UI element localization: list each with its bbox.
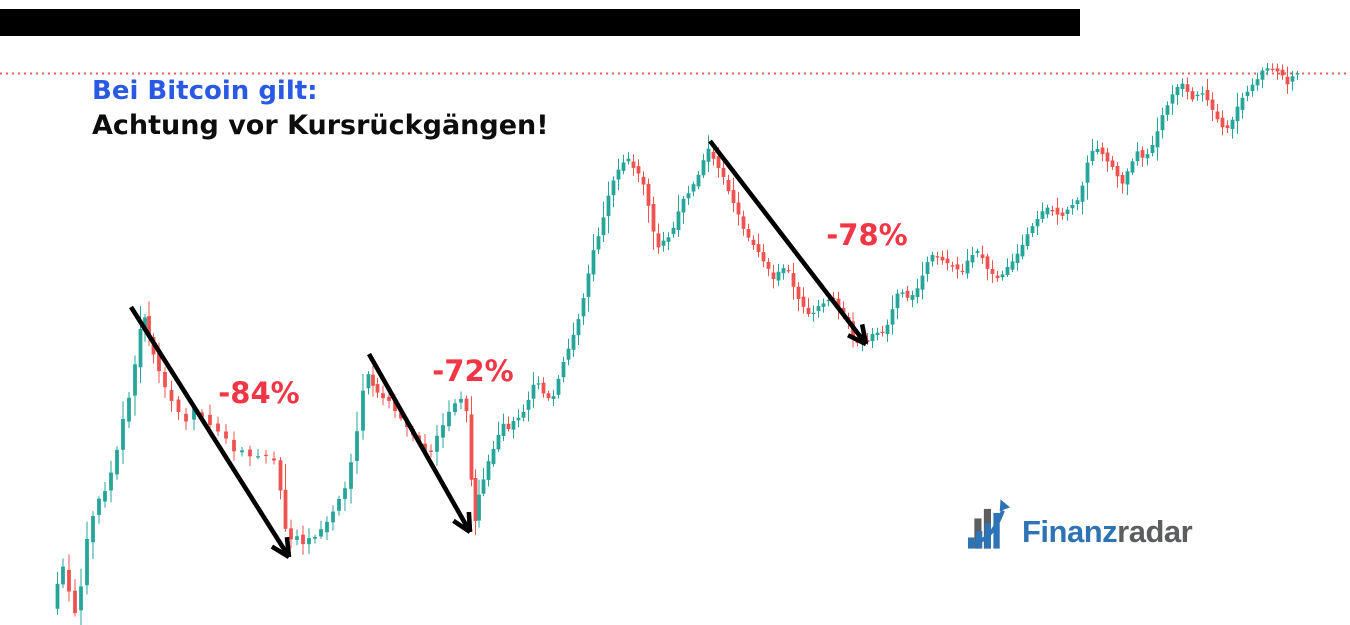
drawdown-arrowhead xyxy=(466,511,473,533)
drawdown-percentage-label: -84% xyxy=(218,376,300,410)
drawdown-arrowhead xyxy=(284,536,292,558)
drawdown-arrow xyxy=(708,139,868,346)
drawdown-percentage-label: -78% xyxy=(826,218,908,252)
title-block: Bei Bitcoin gilt: Achtung vor Kursrückgä… xyxy=(92,76,549,143)
chart-title-highlight: Bei Bitcoin gilt: xyxy=(92,76,318,106)
top-black-bar xyxy=(0,9,1080,36)
drawdown-arrow xyxy=(366,352,473,534)
finanzradar-logo: Finanzradar xyxy=(968,494,1193,554)
drawdown-arrowhead xyxy=(859,323,869,345)
logo-text-secondary: radar xyxy=(1117,514,1193,549)
drawdown-arrowhead xyxy=(452,518,472,534)
drawdown-arrowhead xyxy=(847,333,868,347)
logo-text-primary: Finanz xyxy=(1022,514,1118,549)
drawdown-arrow xyxy=(129,305,291,559)
chart-title-warning: Achtung vor Kursrückgängen! xyxy=(92,110,549,142)
drawdown-arrowhead xyxy=(270,544,291,559)
finanzradar-logo-icon xyxy=(968,499,1011,549)
finanzradar-logo-text: Finanzradar xyxy=(1022,514,1193,550)
drawdown-percentage-label: -72% xyxy=(432,354,514,388)
